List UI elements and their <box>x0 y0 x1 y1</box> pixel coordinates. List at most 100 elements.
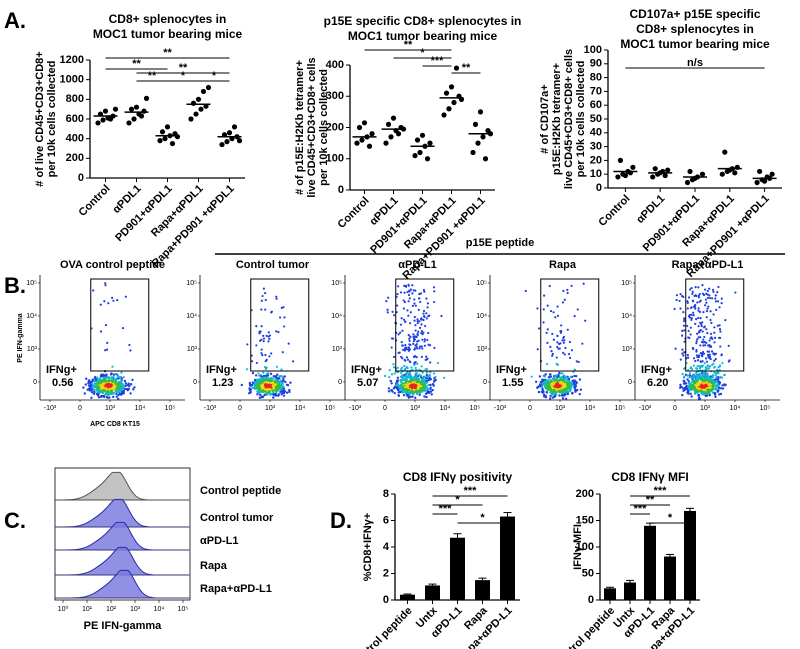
flow-dot <box>260 348 263 351</box>
flow-dot <box>424 392 428 395</box>
data-point <box>356 124 363 131</box>
flow-dot <box>421 371 424 374</box>
flow-dot <box>267 340 270 343</box>
flow-dot <box>699 380 703 384</box>
flow-dot <box>394 385 397 389</box>
flow-dot <box>273 381 277 384</box>
flow-dot <box>691 292 694 295</box>
flow-x-tick-label: 10³ <box>265 405 276 412</box>
flow-dot <box>99 330 103 333</box>
flow-dot <box>413 337 416 341</box>
flow-dot <box>275 330 278 333</box>
flow-dot <box>565 387 568 391</box>
flow-y-tick-label: 0 <box>193 379 197 386</box>
flow-dot <box>264 292 267 295</box>
flow-dot <box>433 379 436 382</box>
flow-dot <box>681 393 684 397</box>
flow-dot <box>694 322 697 325</box>
flow-dot <box>112 391 116 394</box>
flow-dot <box>698 292 701 296</box>
y-tick-label: 30 <box>590 141 602 153</box>
flow-dot <box>403 375 406 378</box>
flow-dot <box>706 392 709 396</box>
flow-dot <box>690 395 693 398</box>
flow-dot <box>554 391 558 394</box>
flow-dot <box>119 385 122 388</box>
flow-dot <box>87 379 91 382</box>
flow-dot <box>702 388 705 392</box>
flow-title: Rapa <box>549 259 577 271</box>
data-point <box>369 131 375 137</box>
flow-dot <box>717 300 720 303</box>
flow-dot <box>393 391 396 395</box>
y-tick-label: 1000 <box>60 74 84 86</box>
flow-dot <box>724 319 727 322</box>
flow-dot <box>401 329 404 332</box>
flow-dot <box>549 309 553 313</box>
flow-dot <box>408 322 412 325</box>
flow-dot <box>245 368 248 371</box>
flow-dot <box>414 324 417 327</box>
flow-dot <box>416 380 419 384</box>
flow-x-tick-label: 10⁴ <box>585 405 596 412</box>
flow-dot <box>97 381 100 385</box>
flow-dot <box>97 396 101 399</box>
flow-dot <box>282 394 286 397</box>
flow-dot <box>542 308 545 311</box>
flow-dot <box>698 330 701 334</box>
flow-dot <box>547 376 551 379</box>
flow-dot <box>272 375 275 378</box>
flow-dot <box>682 376 686 379</box>
flow-dot <box>697 294 700 297</box>
flow-dot <box>568 389 572 393</box>
flow-dot <box>105 383 108 386</box>
flow-dot <box>695 348 698 352</box>
flow-dot <box>397 333 400 336</box>
flow-dot <box>420 329 423 333</box>
flow-dot <box>87 384 91 387</box>
flow-dot <box>548 382 551 385</box>
significance-label: * <box>181 70 186 82</box>
flow-dot <box>709 297 712 300</box>
flow-dot <box>433 290 436 293</box>
flow-dot <box>405 374 408 377</box>
flow-dot <box>400 379 403 383</box>
flow-dot <box>698 365 701 368</box>
flow-dot <box>703 335 706 339</box>
flow-dot <box>701 352 704 356</box>
data-point <box>757 168 763 175</box>
flow-dot <box>690 317 693 320</box>
flow-x-tick-label: 10⁵ <box>165 405 176 412</box>
flow-dot <box>129 392 132 395</box>
panel-letter: C. <box>4 508 26 533</box>
flow-dot <box>402 390 405 394</box>
flow-y-tick-label: 10⁵ <box>186 280 197 287</box>
flow-dot <box>416 389 419 393</box>
data-point <box>482 156 489 162</box>
flow-dot <box>543 294 546 297</box>
flow-dot <box>690 286 693 290</box>
flow-dot <box>554 316 557 319</box>
flow-dot <box>399 323 403 326</box>
flow-dot <box>432 286 436 289</box>
flow-dot <box>701 350 705 354</box>
flow-dot <box>129 383 133 386</box>
flow-dot <box>734 291 737 294</box>
flow-dot <box>255 381 258 384</box>
flow-dot <box>562 351 565 354</box>
flow-y-tick-label: 10⁴ <box>26 313 37 320</box>
flow-dot <box>543 382 547 386</box>
flow-dot <box>575 388 579 392</box>
flow-x-tick-label: 10³ <box>105 405 116 412</box>
flow-dot <box>418 297 421 300</box>
flow-dot <box>688 375 691 379</box>
flow-dot <box>434 375 437 378</box>
flow-dot <box>411 381 415 384</box>
flow-dot <box>282 385 285 388</box>
flow-dot <box>706 296 710 300</box>
flow-dot <box>104 349 107 352</box>
flow-dot <box>563 374 566 377</box>
flow-dot <box>686 324 689 328</box>
flow-dot <box>569 375 572 378</box>
y-tick-label: 400 <box>326 59 344 71</box>
